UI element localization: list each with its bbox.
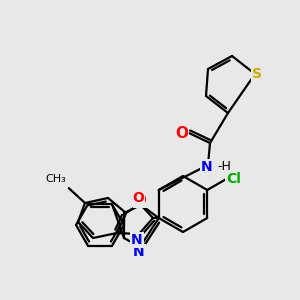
Text: S: S xyxy=(252,67,262,81)
Text: O: O xyxy=(176,125,188,140)
Text: O: O xyxy=(134,193,146,207)
Text: -H: -H xyxy=(217,160,231,173)
Text: Cl: Cl xyxy=(226,172,241,186)
Text: N: N xyxy=(201,160,213,174)
Text: O: O xyxy=(132,191,144,205)
Text: CH₃: CH₃ xyxy=(45,174,66,184)
Text: N: N xyxy=(133,245,145,259)
Text: N: N xyxy=(131,233,143,247)
